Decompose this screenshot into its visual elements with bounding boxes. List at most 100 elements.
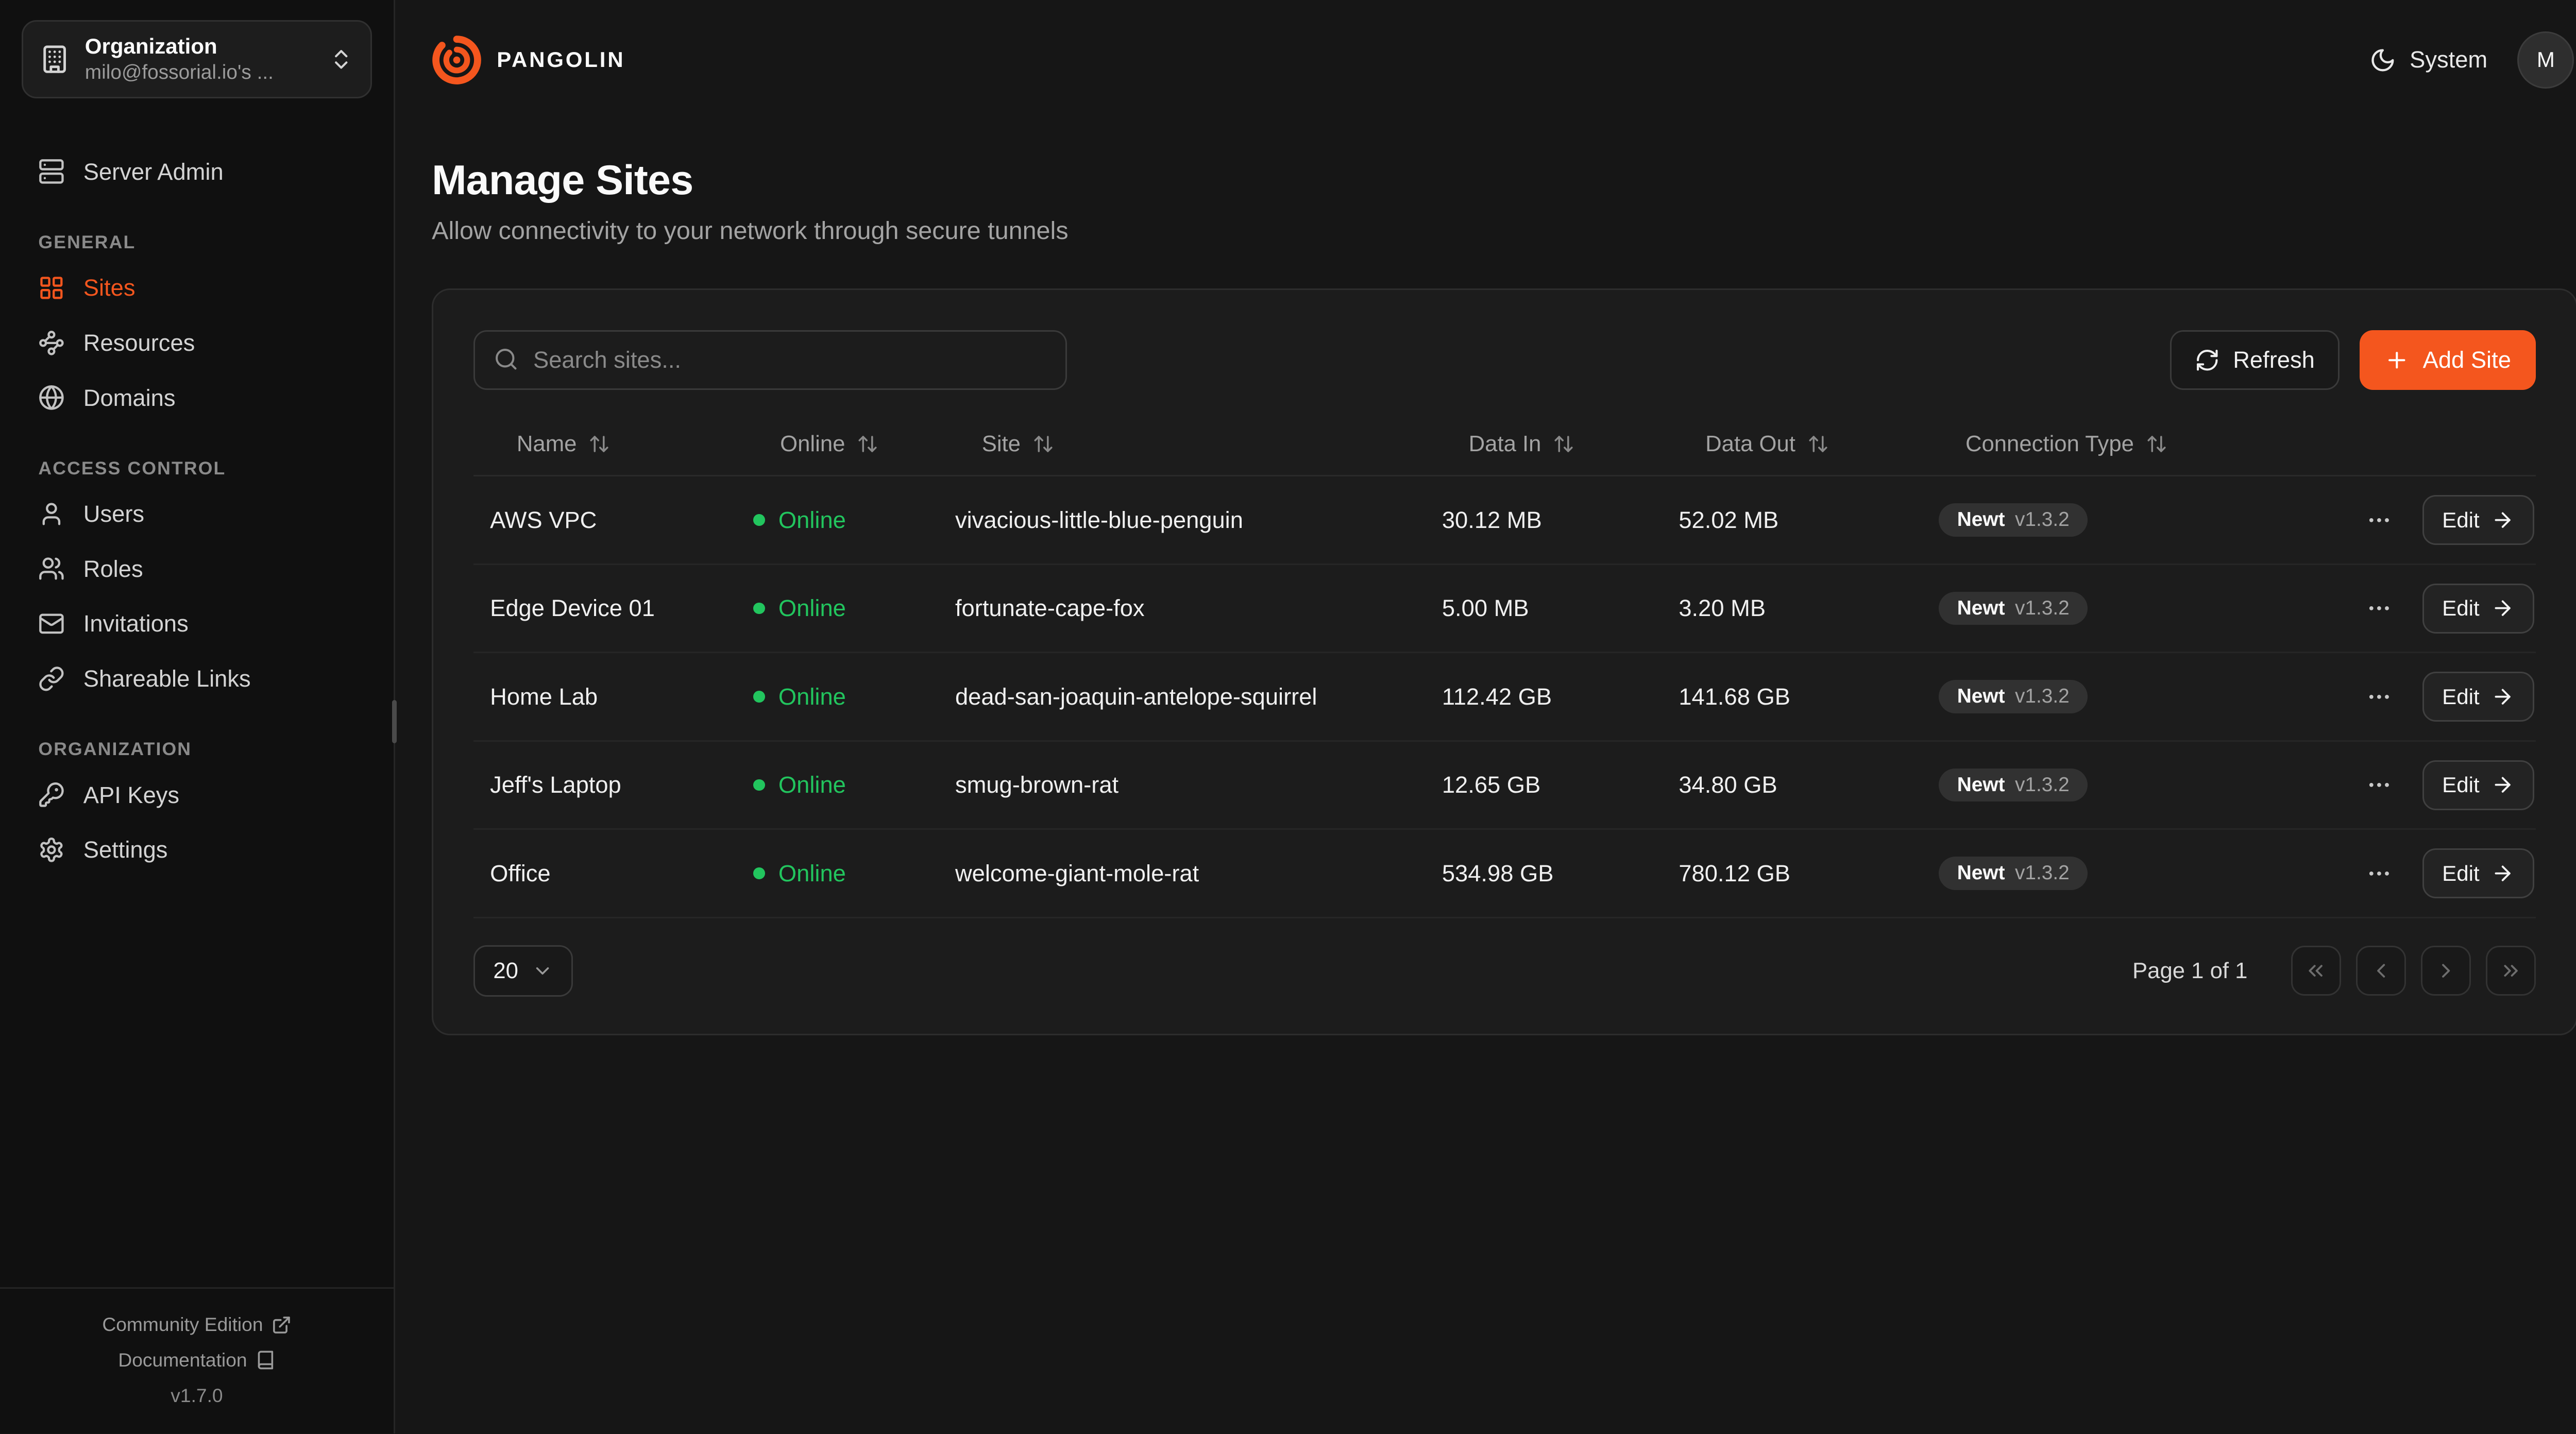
add-site-button[interactable]: Add Site [2359,330,2536,390]
row-edit-button[interactable]: Edit [2422,495,2535,545]
row-actions: Edit [2342,760,2537,810]
org-picker[interactable]: Organization milo@fossorial.io's ... [22,20,372,98]
row-edit-button[interactable]: Edit [2422,672,2535,722]
gear-icon [40,838,63,862]
column-header-site[interactable]: Site [939,431,1426,457]
connection-type-version: v1.3.2 [2014,862,2070,884]
waypoints-icon [39,330,64,355]
sidebar-resize-handle[interactable] [392,700,397,744]
table-row: Home Lab Online dead-san-joaquin-antelop… [473,653,2536,742]
first-page-button[interactable] [2291,946,2341,996]
column-header-data-out[interactable]: Data Out [1662,431,1922,457]
moon-icon [2371,48,2394,72]
sidebar-item-domains[interactable]: Domains [20,371,374,424]
sidebar-item-api-keys[interactable]: API Keys [20,768,374,822]
column-header-data-in[interactable]: Data In [1426,431,1663,457]
connection-type-badge: Newt v1.3.2 [1939,503,2088,537]
sidebar-nav: Server Admin GENERAL Sites Resources Dom… [0,108,394,1287]
connection-type-badge: Newt v1.3.2 [1939,857,2088,890]
row-actions: Edit [2342,672,2537,722]
column-label: Data Out [1705,431,1795,457]
connection-type-version: v1.3.2 [2014,596,2070,619]
row-more-button[interactable] [2359,853,2399,894]
site-data-in: 12.65 GB [1442,772,1541,798]
section-heading-general: GENERAL [38,231,136,252]
site-data-in: 5.00 MB [1442,595,1529,622]
ellipsis-icon [2369,783,2389,787]
arrow-right-icon [2495,600,2511,617]
column-header-name[interactable]: Name [473,431,737,457]
connection-type-badge: Newt v1.3.2 [1939,768,2088,802]
page-content: Manage Sites Allow connectivity to your … [395,120,2576,1035]
site-slug: fortunate-cape-fox [955,595,1145,622]
book-icon [258,1351,273,1370]
building-icon [43,45,66,73]
sidebar: Organization milo@fossorial.io's ... Ser… [0,0,397,1433]
sidebar-item-label: Invitations [83,610,189,637]
site-data-in: 112.42 GB [1442,683,1552,710]
theme-toggle[interactable]: System [2369,46,2487,73]
column-header-connection-type[interactable]: Connection Type [1922,431,2342,457]
connection-type-name: Newt [1957,685,2005,708]
users-icon [39,557,64,580]
column-header-online[interactable]: Online [737,431,939,457]
theme-label: System [2410,46,2488,73]
connection-type-name: Newt [1957,596,2005,619]
site-online-status: Online [737,860,939,887]
site-slug: vivacious-little-blue-penguin [955,506,1243,533]
connection-type-version: v1.3.2 [2014,508,2070,531]
online-label: Online [778,772,846,798]
prev-page-button[interactable] [2355,946,2406,996]
site-name: Home Lab [490,683,598,710]
sort-icon [2147,436,2166,453]
next-page-button[interactable] [2420,946,2471,996]
site-data-in: 534.98 GB [1442,860,1554,886]
sidebar-item-label: API Keys [83,781,180,808]
plus-icon [2388,351,2405,369]
column-label: Site [981,431,1021,457]
refresh-button[interactable]: Refresh [2170,330,2340,390]
page-info: Page 1 of 1 [2132,958,2248,983]
sidebar-item-label: Domains [83,384,176,411]
chevron-right-icon [2442,964,2450,978]
site-connection-type: Newt v1.3.2 [1922,680,2342,713]
row-more-button[interactable] [2359,500,2399,540]
chevrons-left-icon [2309,965,2323,977]
row-more-button[interactable] [2359,765,2399,805]
sidebar-item-sites[interactable]: Sites [20,261,374,315]
pangolin-logo-icon [432,36,481,84]
row-edit-button[interactable]: Edit [2422,583,2535,634]
site-name: Edge Device 01 [490,595,655,622]
connection-type-version: v1.3.2 [2014,773,2070,796]
edit-label: Edit [2442,861,2480,885]
community-edition-link[interactable]: Community Edition [0,1307,394,1343]
sidebar-item-label: Resources [83,329,195,356]
row-edit-button[interactable]: Edit [2422,848,2535,899]
sidebar-footer: Community Edition Documentation v1.7.0 [0,1287,394,1433]
last-page-button[interactable] [2486,946,2536,996]
row-edit-button[interactable]: Edit [2422,760,2535,810]
arrow-right-icon [2495,777,2511,793]
sidebar-item-roles[interactable]: Roles [20,542,374,596]
mail-icon [39,613,64,634]
row-more-button[interactable] [2359,588,2399,628]
sidebar-item-shareable-links[interactable]: Shareable Links [20,652,374,706]
online-label: Online [778,506,846,533]
connection-type-badge: Newt v1.3.2 [1939,680,2088,713]
arrow-right-icon [2495,512,2511,528]
sidebar-item-settings[interactable]: Settings [20,823,374,877]
sidebar-item-users[interactable]: Users [20,487,374,541]
page-size-select[interactable]: 20 [473,945,573,997]
avatar[interactable]: M [2517,31,2574,89]
sidebar-item-invitations[interactable]: Invitations [20,597,374,651]
documentation-link[interactable]: Documentation [0,1342,394,1378]
row-actions: Edit [2342,495,2537,545]
search-input[interactable] [473,330,1067,390]
sidebar-item-resources[interactable]: Resources [20,316,374,370]
sort-icon [1554,436,1573,453]
column-label: Data In [1468,431,1541,457]
section-heading-access-control: ACCESS CONTROL [38,457,226,479]
connection-type-name: Newt [1957,773,2005,796]
sidebar-item-server-admin[interactable]: Server Admin [20,145,374,198]
row-more-button[interactable] [2359,677,2399,717]
